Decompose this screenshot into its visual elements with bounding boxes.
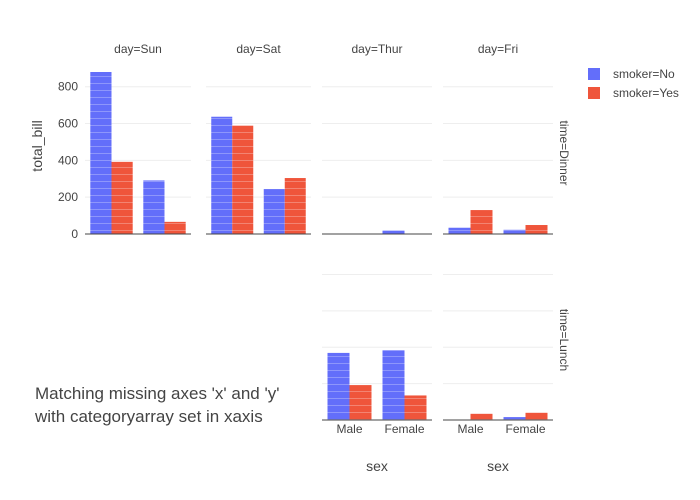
x-axis-title: sex xyxy=(487,458,509,474)
facet-column-label: day=Sat xyxy=(236,42,281,56)
facet-column-label: day=Fri xyxy=(478,42,518,56)
bar-fri-lunch-male-smoker-yes[interactable] xyxy=(470,413,493,420)
facet-column-label: day=Sun xyxy=(114,42,162,56)
bar-thur-lunch-female-smoker-no[interactable] xyxy=(382,350,405,420)
y-tick-label: 400 xyxy=(58,153,78,167)
y-tick-label: 0 xyxy=(71,227,78,241)
bar-sat-dinner-female-smoker-yes[interactable] xyxy=(284,178,306,234)
bar-sun-dinner-male-smoker-yes[interactable] xyxy=(111,161,133,234)
y-tick-label: 600 xyxy=(58,117,78,131)
bar-thur-lunch-male-smoker-no[interactable] xyxy=(327,352,350,420)
facet-column-label: day=Thur xyxy=(351,42,402,56)
bar-sun-dinner-male-smoker-no[interactable] xyxy=(90,72,112,234)
bar-fri-dinner-male-smoker-no[interactable] xyxy=(448,227,471,234)
bar-sat-dinner-female-smoker-no[interactable] xyxy=(263,189,285,234)
x-tick-label: Female xyxy=(384,422,424,436)
bar-fri-dinner-male-smoker-yes[interactable] xyxy=(470,210,493,234)
x-axis-title: sex xyxy=(366,458,388,474)
bar-fri-dinner-female-smoker-yes[interactable] xyxy=(525,225,548,234)
legend-item-label[interactable]: smoker=No xyxy=(613,67,675,81)
legend-swatch[interactable] xyxy=(588,87,600,99)
legend-swatch[interactable] xyxy=(588,68,600,80)
bar-fri-lunch-female-smoker-no[interactable] xyxy=(503,417,526,420)
legend-item-label[interactable]: smoker=Yes xyxy=(613,86,679,100)
bar-sun-dinner-female-smoker-yes[interactable] xyxy=(164,221,186,234)
bar-thur-lunch-male-smoker-yes[interactable] xyxy=(349,385,372,420)
annotation-line-1: Matching missing axes 'x' and 'y' xyxy=(35,384,279,403)
x-tick-label: Female xyxy=(505,422,545,436)
x-tick-label: Male xyxy=(336,422,362,436)
annotation-line-2: with categoryarray set in xaxis xyxy=(34,407,263,426)
bar-sun-dinner-female-smoker-no[interactable] xyxy=(143,180,165,234)
bar-fri-dinner-female-smoker-no[interactable] xyxy=(503,229,526,234)
facet-row-label: time=Lunch xyxy=(557,309,571,371)
y-axis-title: total_bill xyxy=(29,120,45,171)
bar-fri-lunch-female-smoker-yes[interactable] xyxy=(525,412,548,420)
bar-thur-dinner-female-smoker-no[interactable] xyxy=(382,230,405,234)
bar-sat-dinner-male-smoker-yes[interactable] xyxy=(232,125,254,234)
bar-sat-dinner-male-smoker-no[interactable] xyxy=(211,116,233,234)
y-tick-label: 200 xyxy=(58,190,78,204)
facet-row-label: time=Dinner xyxy=(557,120,571,185)
bar-thur-lunch-female-smoker-yes[interactable] xyxy=(404,395,427,420)
y-tick-label: 800 xyxy=(58,80,78,94)
x-tick-label: Male xyxy=(457,422,483,436)
